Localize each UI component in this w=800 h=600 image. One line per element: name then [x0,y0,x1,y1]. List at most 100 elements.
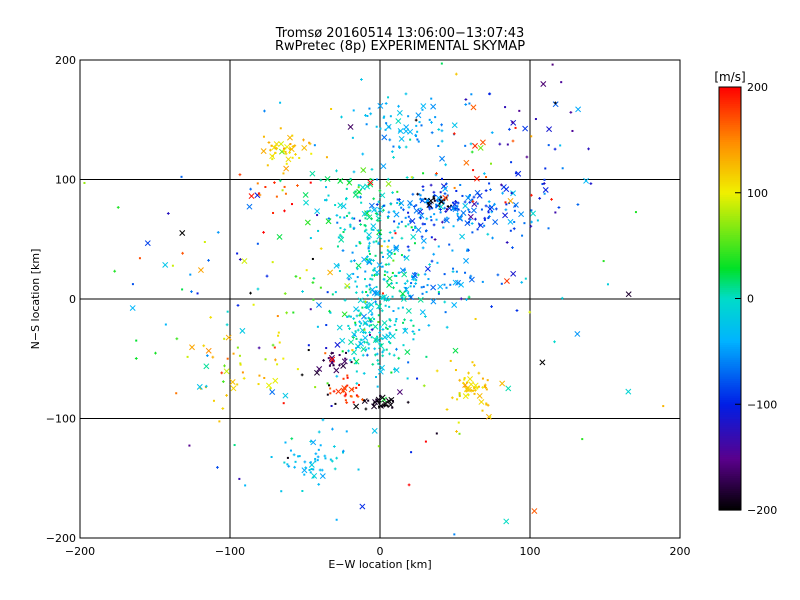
data-point-x [478,399,485,405]
data-point-dot [409,220,412,223]
data-point-plus [341,389,345,393]
colorbar-segment [719,228,741,232]
data-point-dot [368,333,371,336]
data-point-dot [289,148,292,151]
data-point-dot [286,463,289,466]
data-point-x [359,184,366,191]
data-point-plus [283,209,286,213]
data-point-plus [204,384,208,388]
data-point-dot [402,344,405,347]
data-point-dot [547,144,550,147]
data-point-dot [329,311,332,314]
data-point-x [502,212,509,219]
data-point-dot [212,399,215,402]
colorbar-segment [719,260,741,264]
colorbar-segment [719,410,741,414]
data-point-plus [388,231,392,234]
data-point-plus [387,210,391,214]
colorbar-segment [719,433,741,437]
data-point-plus [501,191,504,195]
data-point-plus [380,336,384,340]
data-point-plus [397,356,401,360]
data-point-dot [309,461,312,464]
data-point-dot [164,323,167,326]
data-point-dot [474,317,477,320]
data-point-dot [476,387,479,390]
data-point-plus [505,241,509,244]
data-point-x [379,192,386,199]
colorbar-segment [719,273,741,276]
data-point-x [324,176,331,182]
data-point-dot [397,307,400,310]
data-point-dot [384,304,387,307]
data-point-dot [384,270,387,273]
colorbar-segment [719,429,741,433]
data-point-x [430,298,437,305]
data-point-plus [411,330,415,333]
data-point-plus [302,138,305,142]
data-point-dot [413,272,416,275]
data-point-plus [238,258,242,261]
data-point-dot [360,201,363,204]
data-point-dot [455,270,458,273]
colorbar-segment [719,336,741,340]
colorbar-segment [719,438,741,441]
x-tick-label: 100 [520,545,541,558]
data-point-plus [361,353,365,357]
data-point-plus [377,306,381,310]
chart-title: Tromsø 20160514 13:06:00−13:07:43 [275,26,525,41]
data-point-x [451,122,458,129]
data-point-dot [355,394,358,397]
data-point-x [410,233,417,240]
data-point-plus [493,202,496,206]
data-point-x [248,193,255,200]
data-point-dot [367,247,370,250]
colorbar-segment [719,330,741,333]
data-point-dot [347,324,350,327]
data-point-x [459,233,466,240]
data-point-dot [383,115,386,118]
colorbar-segment [719,357,741,361]
data-point-dot [391,271,394,274]
data-point-dot [317,448,320,451]
colorbar-segment [719,108,741,111]
data-point-x [366,214,373,221]
colorbar-segment [719,328,741,331]
colorbar-segment [719,101,741,105]
data-point-dot [387,239,390,242]
data-point-dot [338,354,341,357]
data-point-dot [449,359,452,362]
data-point-dot [232,352,235,355]
data-point-x [386,275,393,282]
data-point-x [439,155,446,162]
data-point-dot [363,328,366,331]
data-point-x [437,283,444,290]
data-point-x [512,201,519,208]
colorbar-segment [719,334,741,338]
data-point-plus [459,297,463,301]
data-point-dot [279,101,282,104]
colorbar-segment [719,118,741,122]
data-point-dot [346,384,349,387]
data-point-plus [294,275,298,278]
data-point-dot [329,387,332,390]
colorbar-segment [719,192,741,196]
data-point-plus [361,290,364,294]
data-point-dot [489,415,492,418]
data-point-plus [370,313,374,316]
data-point-plus [225,394,228,397]
data-point-x [288,146,295,153]
data-point-x [382,400,389,407]
data-point-plus [359,338,363,342]
colorbar-segment [719,391,741,395]
data-point-dot [510,192,513,195]
data-point-plus [323,454,327,458]
data-point-plus [425,217,429,221]
data-point-plus [520,281,524,284]
data-point-dot [389,342,392,345]
data-point-dot [513,209,516,212]
data-point-plus [432,252,436,256]
data-point-dot [334,402,337,405]
data-point-dot [238,477,241,480]
data-point-x [583,177,590,184]
